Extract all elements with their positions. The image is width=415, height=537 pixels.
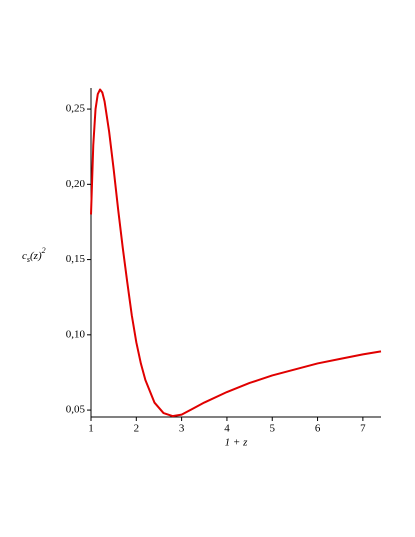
x-axis-label: 1 + z xyxy=(225,437,248,449)
y-tick-label: 0,05 xyxy=(66,404,86,416)
y-label-mid: (z) xyxy=(30,250,42,262)
y-axis-label: cs(z)2 xyxy=(22,246,46,264)
y-tick-label: 0,10 xyxy=(66,328,86,340)
y-tick-label: 0,20 xyxy=(66,178,86,190)
y-label-sub: s xyxy=(27,255,30,264)
x-tick-label: 7 xyxy=(360,423,366,435)
x-tick-label: 1 xyxy=(88,423,94,435)
x-tick-label: 5 xyxy=(270,423,276,435)
y-tick-label: 0,15 xyxy=(66,253,86,265)
x-tick-label: 3 xyxy=(179,423,185,435)
data-line xyxy=(90,88,382,418)
x-tick-label: 6 xyxy=(315,423,321,435)
x-tick-label: 2 xyxy=(134,423,140,435)
y-label-sup: 2 xyxy=(42,246,46,255)
y-label-base: c xyxy=(22,250,27,262)
y-tick-label: 0,25 xyxy=(66,103,86,115)
x-tick-label: 4 xyxy=(224,423,230,435)
